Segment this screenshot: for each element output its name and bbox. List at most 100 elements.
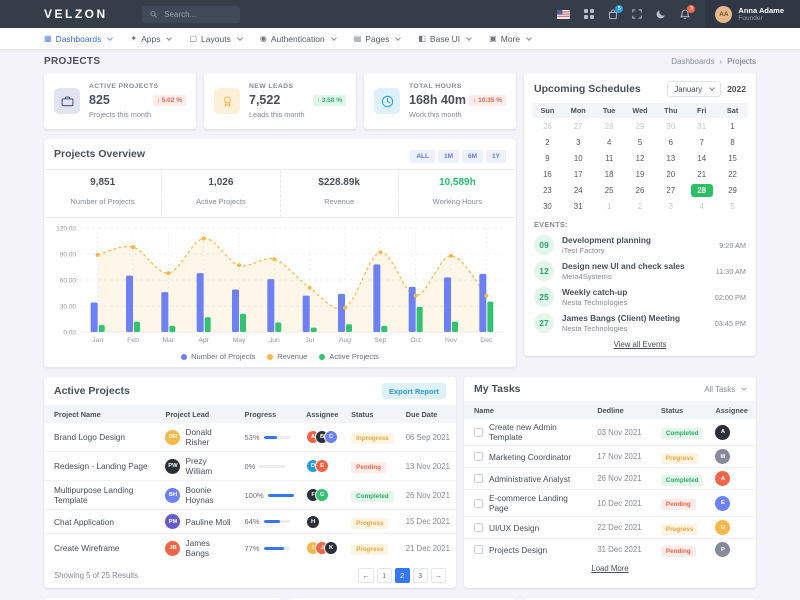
nav-item-base-ui[interactable]: ◧ Base UI	[418, 34, 473, 44]
export-report-button[interactable]: Export Report	[381, 383, 446, 399]
breadcrumb: Dashboards › Projects	[671, 57, 756, 66]
calendar-day[interactable]: 5	[730, 201, 735, 211]
calendar-day[interactable]: 16	[543, 169, 552, 179]
month-select[interactable]: January	[667, 81, 722, 97]
chart-legend: Number of Projects Revenue Active Projects	[44, 351, 516, 367]
calendar-day[interactable]: 31	[697, 121, 707, 131]
chevron-down-icon	[741, 385, 747, 391]
nav-item-apps[interactable]: ✦ Apps	[130, 34, 173, 44]
search-input[interactable]	[162, 8, 232, 20]
calendar-day[interactable]: 10	[573, 153, 583, 163]
calendar-day[interactable]: 23	[543, 185, 552, 195]
calendar-day[interactable]: 13	[666, 153, 676, 163]
task-checkbox[interactable]	[474, 427, 483, 437]
calendar-day[interactable]: 18	[604, 169, 614, 179]
assignee-cell: E	[709, 489, 756, 517]
task-checkbox[interactable]	[474, 452, 483, 461]
calendar-day[interactable]: 29	[635, 121, 645, 131]
user-menu[interactable]: AA Anna Adame Founder	[705, 0, 800, 28]
calendar-day[interactable]: 14	[697, 153, 707, 163]
range-button-all[interactable]: ALL	[410, 150, 435, 163]
projects-overview-title: Projects Overview	[54, 148, 146, 160]
breadcrumb-item-dashboards[interactable]: Dashboards	[671, 57, 715, 66]
nav-item-more[interactable]: ▣ More	[489, 34, 532, 44]
calendar-day[interactable]: 25	[604, 185, 614, 195]
language-flag-icon[interactable]	[557, 9, 571, 19]
notifications-icon[interactable]: 3	[680, 4, 696, 20]
deadline-cell: 31 Dec 2021	[591, 538, 655, 560]
calendar-day[interactable]: 28	[686, 182, 717, 198]
calendar-day[interactable]: 2	[545, 137, 550, 147]
event-item[interactable]: 27 James Bangs (Client) Meeting Nesta Tech…	[524, 310, 756, 336]
calendar-day[interactable]: 29	[728, 185, 737, 195]
calendar-day[interactable]: 21	[697, 169, 707, 179]
task-checkbox[interactable]	[474, 545, 483, 554]
calendar-day[interactable]: 3	[576, 137, 581, 147]
kpi-value: 9,851	[90, 177, 116, 188]
calendar-day[interactable]: 9	[545, 153, 550, 163]
calendar-day[interactable]: 5	[637, 137, 643, 147]
task-checkbox[interactable]	[474, 523, 483, 532]
status-badge: Progress	[660, 523, 699, 535]
calendar-day[interactable]: 30	[543, 201, 552, 211]
calendar-weekday: Sat	[726, 106, 739, 115]
topbar: VELZON 5 3 AA Anna Adame Founder	[0, 0, 800, 28]
calendar-day[interactable]: 12	[635, 153, 645, 163]
load-more-link[interactable]: Load More	[591, 564, 629, 573]
calendar-day[interactable]: 27	[666, 185, 676, 195]
view-all-events-link[interactable]: View all Events	[613, 340, 667, 349]
event-item[interactable]: 12 Design new UI and check sales Meta4Syst…	[524, 258, 756, 284]
page-button-3[interactable]: 3	[412, 567, 428, 583]
calendar-day[interactable]: 1	[730, 121, 735, 131]
calendar-day[interactable]: 20	[666, 169, 676, 179]
calendar-day[interactable]: 6	[668, 137, 674, 147]
legend-label: Revenue	[277, 352, 308, 361]
calendar-day[interactable]: 27	[573, 121, 583, 131]
calendar-day[interactable]: 7	[699, 137, 704, 147]
calendar-day[interactable]: 19	[635, 169, 645, 179]
calendar-day[interactable]: 17	[573, 169, 583, 179]
calendar-day[interactable]: 26	[635, 185, 645, 195]
nav-item-pages[interactable]: ▤ Pages	[354, 34, 402, 44]
overview-kpi: $228.89k Revenue	[281, 170, 399, 217]
calendar-day[interactable]: 3	[668, 201, 674, 211]
calendar-day[interactable]: 1	[606, 201, 612, 211]
calendar-day[interactable]: 8	[730, 137, 735, 147]
page-button-1[interactable]: 1	[376, 567, 392, 583]
page-button-←[interactable]: ←	[358, 567, 374, 583]
web-apps-icon[interactable]	[584, 9, 595, 19]
all-tasks-dropdown[interactable]: All Tasks	[704, 385, 747, 394]
event-item[interactable]: 09 Development planning iTest Factory 9:20 …	[524, 232, 756, 258]
task-name: Projects Design	[474, 545, 585, 555]
event-item[interactable]: 25 Weekly catch-up Nesta Technologies 02:00…	[524, 284, 756, 310]
calendar-day[interactable]: 15	[728, 153, 737, 163]
nav-item-layouts[interactable]: ▢ Layouts	[189, 34, 243, 44]
nav-item-authentication[interactable]: ◉ Authentication	[260, 34, 337, 44]
calendar-day[interactable]: 2	[637, 201, 643, 211]
calendar-day[interactable]: 26	[543, 121, 552, 131]
calendar-day[interactable]: 11	[605, 153, 614, 163]
page-button-2[interactable]: 2	[394, 567, 410, 583]
calendar-day[interactable]: 24	[573, 185, 583, 195]
calendar-day[interactable]: 4	[699, 201, 704, 211]
calendar-day[interactable]: 4	[606, 137, 612, 147]
fullscreen-icon[interactable]	[632, 9, 643, 19]
range-button-6m[interactable]: 6M	[462, 150, 484, 163]
calendar-day[interactable]: 30	[666, 121, 676, 131]
dark-mode-icon[interactable]	[656, 9, 666, 19]
calendar-day[interactable]: 28	[604, 121, 614, 131]
nav-item-dashboards[interactable]: ▦ Dashboards	[44, 34, 114, 44]
calendar-day[interactable]: 22	[728, 169, 737, 179]
range-button-1y[interactable]: 1Y	[486, 150, 506, 163]
page-button-→[interactable]: →	[430, 567, 446, 583]
search-box[interactable]	[141, 5, 240, 23]
user-name: Anna Adame	[738, 5, 784, 15]
task-checkbox[interactable]	[474, 474, 483, 483]
progress-cell: 64%	[238, 509, 301, 534]
column-header: Progress	[238, 405, 301, 423]
range-button-1m[interactable]: 1M	[437, 150, 460, 163]
mini-calendar: Sun Mon Tue Wed Thu Fri Sat 26 27 28 29 30 31 1 2 3 4 5 6 7…	[524, 103, 756, 214]
calendar-day[interactable]: 31	[573, 201, 583, 211]
cart-icon[interactable]: 5	[608, 4, 624, 20]
task-checkbox[interactable]	[474, 498, 483, 508]
